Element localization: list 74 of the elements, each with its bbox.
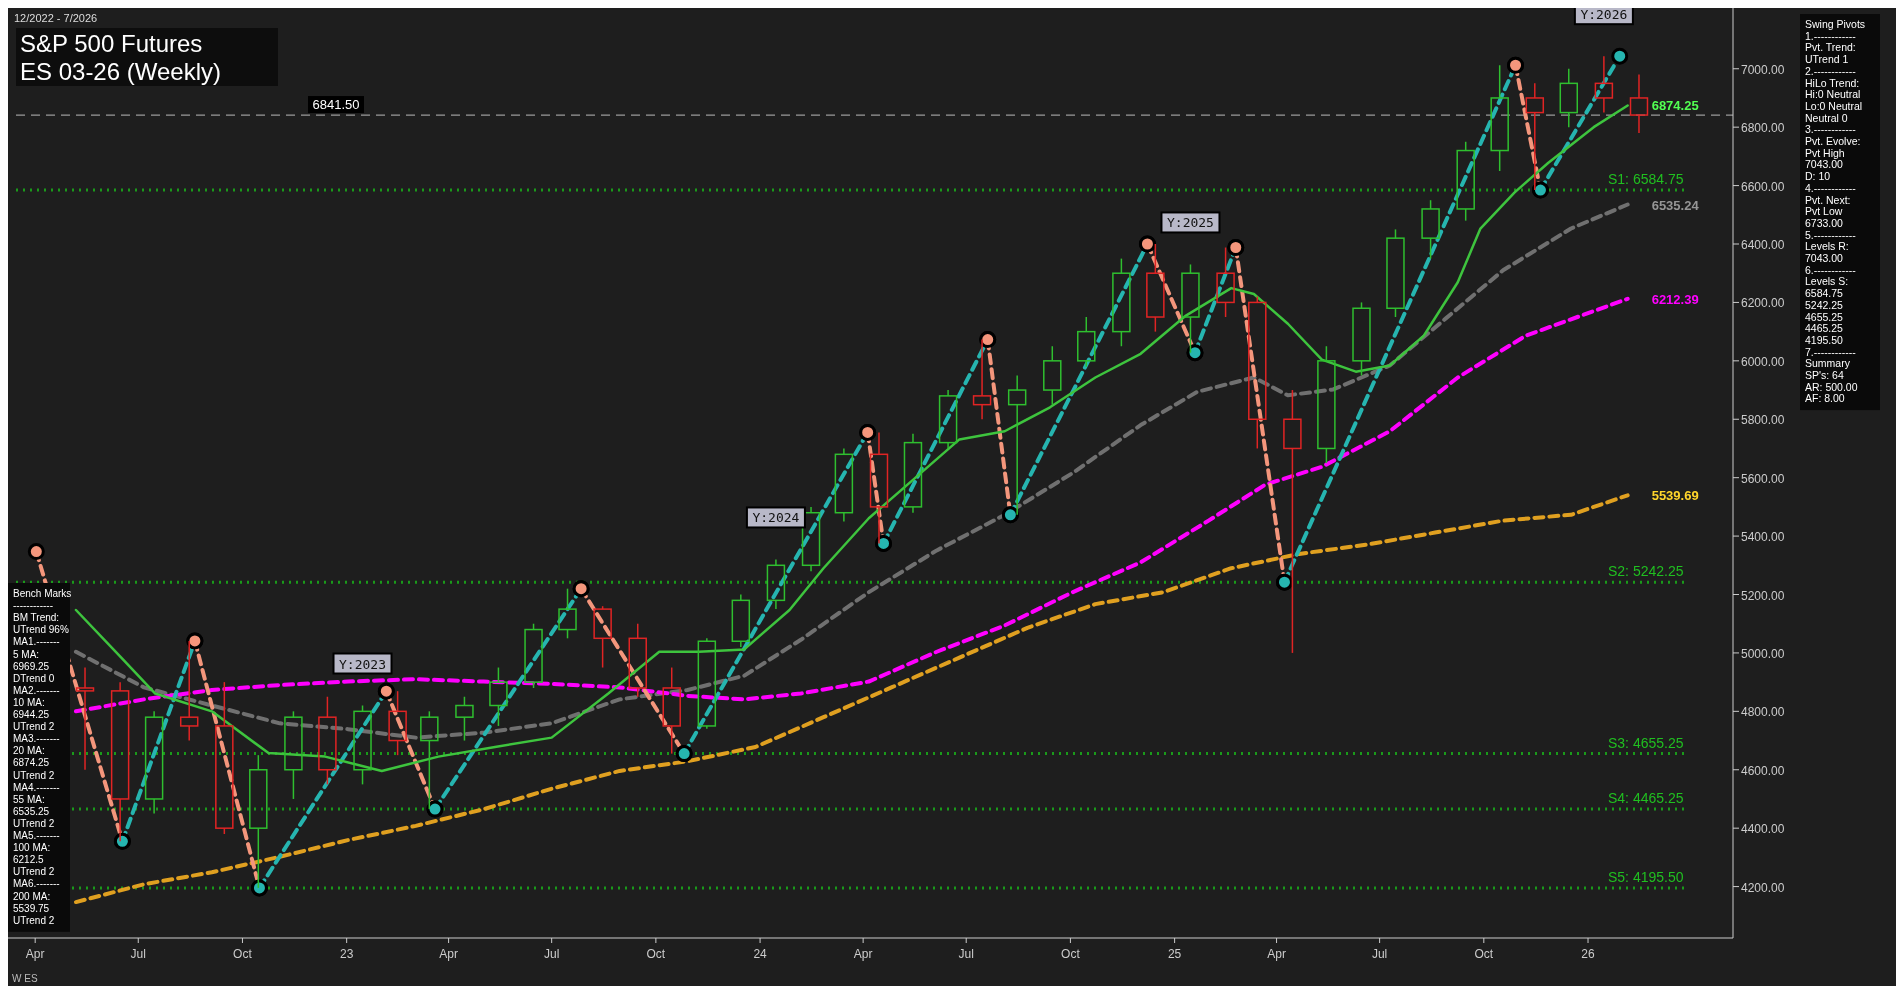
x-tick-label: Apr	[439, 947, 458, 961]
y-tick-label: 5800.00	[1741, 413, 1785, 428]
x-tick-label: Jul	[1371, 947, 1388, 961]
candlestick	[972, 338, 992, 421]
y-tick-label: 5000.00	[1741, 646, 1785, 661]
data-label: 6874.25	[1651, 98, 1699, 114]
candlestick	[766, 558, 786, 610]
point	[1611, 47, 1629, 65]
y-tick-label: 5200.00	[1741, 588, 1785, 603]
y-tick-label: 6000.00	[1741, 354, 1785, 369]
candlestick	[1629, 73, 1649, 134]
x-tick-label: Apr	[25, 947, 45, 961]
ref-line-label: S5: 4195.50	[1608, 868, 1684, 885]
x-tick-label: Apr	[1267, 947, 1286, 961]
annotation: Y:2026	[1580, 7, 1628, 23]
text: W ES	[12, 973, 38, 984]
x-tick-label: 24	[753, 947, 768, 961]
candlestick	[697, 637, 717, 730]
candlestick	[1490, 64, 1509, 172]
candlestick	[1594, 55, 1614, 114]
ref-line-label: 6841.50	[312, 97, 360, 113]
candlestick	[903, 433, 923, 514]
ref-line-label: S4: 4465.25	[1608, 790, 1684, 807]
candlestick	[110, 681, 130, 843]
point	[27, 543, 45, 561]
y-tick-label: 5400.00	[1741, 530, 1785, 545]
line-series	[73, 493, 1630, 905]
candlestick	[662, 666, 681, 755]
x-tick-label: Jul	[543, 947, 560, 961]
annotation: Y:2023	[339, 656, 386, 672]
ref-line-label: S3: 4655.25	[1608, 734, 1684, 751]
y-tick-label: 6800.00	[1741, 121, 1785, 136]
y-tick-label: 4600.00	[1741, 763, 1785, 778]
ref-line-label: S1: 6584.75	[1608, 171, 1684, 188]
y-tick-label: 4200.00	[1741, 880, 1785, 895]
candlestick	[179, 640, 199, 742]
x-tick-label: Apr	[853, 947, 873, 961]
y-tick-label: 6600.00	[1741, 179, 1785, 194]
annotation: 12/2022 - 7/2026	[14, 12, 98, 24]
candlestick	[75, 666, 95, 771]
y-tick-label: 6200.00	[1741, 296, 1785, 311]
y-tick-label: 4800.00	[1741, 705, 1785, 720]
text: S&P 500 Futures	[20, 30, 203, 57]
y-tick-label: 6400.00	[1741, 238, 1785, 253]
candlestick	[1559, 68, 1579, 128]
candlestick	[938, 389, 958, 450]
x-tick-label: Jul	[958, 947, 974, 961]
annotation: Y:2024	[752, 510, 800, 526]
x-tick-label: Oct	[646, 947, 666, 961]
y-tick-label: 7000.00	[1741, 62, 1785, 77]
x-tick-label: Oct	[1061, 947, 1081, 961]
x-tick-label: 26	[1581, 947, 1596, 961]
line-series	[73, 202, 1630, 740]
y-tick-label: 5600.00	[1741, 471, 1785, 486]
candlestick	[1007, 374, 1027, 516]
x-tick-label: Jul	[130, 947, 146, 961]
x-tick-label: Oct	[1474, 947, 1494, 961]
text: ES 03-26 (Weekly)	[20, 58, 221, 85]
text: Bench Marks ------------ BM Trend: UTrend 96% MA1.------- 5 MA: 6969.25 DTrend 0 MA2.------- 10 MA: 6944.25 UTrend 2 MA3.------- 20 MA: 6874.25 UTrend 2 MA4.------- 55 MA: 6535.25 UTrend 2 MA5.------- 100 MA: 6212.5 UTrend 2 MA6.------- 200 MA: 5539.75 UTrend 2	[13, 588, 72, 926]
candlestick	[731, 593, 751, 648]
candlestick	[834, 447, 854, 523]
ref-line-label: S2: 5242.25	[1608, 563, 1684, 580]
annotation: Y:2025	[1166, 215, 1214, 231]
candlestick	[1525, 82, 1545, 191]
line-series	[73, 296, 1630, 714]
data-label: 6535.24	[1651, 197, 1700, 213]
data-label: 5539.69	[1651, 488, 1699, 504]
x-tick-label: 25	[1167, 947, 1182, 961]
data-label: 6212.39	[1651, 291, 1699, 307]
text: Swing Pivots 1.------------ Pvt. Trend: UTrend 1 2.------------ HiLo Trend: Hi:0 Neutral Lo:0 Neutral Neutral 0 3.------------ Pvt. Evolve: Pvt High 7043.00 D: 10 4.------------ Pvt. Next: Pvt Low 6733.00 5.------------ Levels R: 7043.00 6.------------ Levels S: 6584.75 5242.25 4655.25 4465.25 4195.50 7.------------ Summary SP's: 64 AR: 500.00 AF: 8.00	[1805, 18, 1866, 405]
x-tick-label: Oct	[233, 947, 253, 961]
x-tick-label: 23	[339, 947, 354, 961]
candlestick	[144, 710, 164, 815]
y-tick-label: 4400.00	[1741, 822, 1785, 837]
